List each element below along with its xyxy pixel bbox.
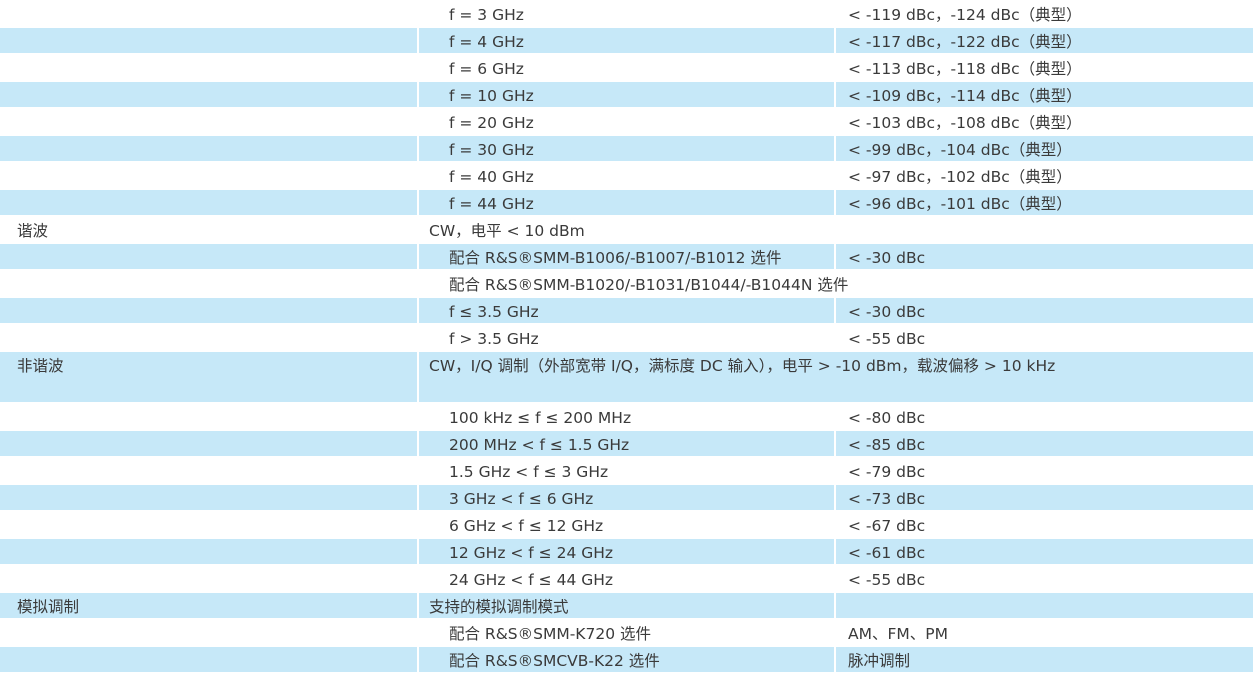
row-label [0,190,417,215]
row-value: < -30 dBc [836,298,1253,323]
row-value: < -80 dBc [848,409,926,427]
table-row: f = 6 GHz < -113 dBc，-118 dBc（典型） [0,55,1253,80]
row-parameter: 100 kHz ≤ f ≤ 200 MHz [449,409,632,427]
row-parameter: 配合 R&S®SMM-B1006/-B1007/-B1012 选件 [419,244,834,269]
table-row: 3 GHz < f ≤ 6 GHz < -73 dBc [0,485,1253,510]
table-row: 12 GHz < f ≤ 24 GHz < -61 dBc [0,539,1253,564]
row-parameter: f = 40 GHz [449,168,534,186]
row-value: < -61 dBc [836,539,1253,564]
row-label [0,566,417,591]
row-label [0,620,417,645]
row-value: < -30 dBc [836,244,1253,269]
row-value: < -96 dBc，-101 dBc（典型） [836,190,1253,215]
row-parameter: 6 GHz < f ≤ 12 GHz [449,517,604,535]
table-row: f ≤ 3.5 GHz < -30 dBc [0,298,1253,323]
row-value: < -73 dBc [836,485,1253,510]
row-label [0,458,417,483]
row-label [0,163,417,188]
row-parameter: f = 3 GHz [449,6,524,24]
table-row: 谐波 CW，电平 < 10 dBm [0,217,1253,242]
row-value: < -55 dBc [848,330,926,348]
table-row: 配合 R&S®SMM-B1020/-B1031/B1044/-B1044N 选件 [0,271,1253,296]
row-parameter: f = 44 GHz [419,190,834,215]
row-label [0,28,417,53]
table-row: 配合 R&S®SMM-B1006/-B1007/-B1012 选件 < -30 d… [0,244,1253,269]
row-label [0,1,417,26]
row-value: 脉冲调制 [836,647,1253,672]
row-value: < -85 dBc [836,431,1253,456]
table-row: 6 GHz < f ≤ 12 GHz < -67 dBc [0,512,1253,537]
table-row: f = 3 GHz < -119 dBc，-124 dBc（典型） [0,1,1253,26]
row-label [0,647,417,672]
row-parameter: 支持的模拟调制模式 [419,593,834,618]
table-row: f = 30 GHz < -99 dBc，-104 dBc（典型） [0,136,1253,161]
row-label [0,82,417,107]
row-value: < -79 dBc [848,463,926,481]
table-row: 200 MHz < f ≤ 1.5 GHz < -85 dBc [0,431,1253,456]
table-row: 24 GHz < f ≤ 44 GHz < -55 dBc [0,566,1253,591]
row-parameter: 12 GHz < f ≤ 24 GHz [419,539,834,564]
row-parameter: f = 4 GHz [419,28,834,53]
row-value: < -113 dBc，-118 dBc（典型） [848,60,1082,78]
row-parameter: 配合 R&S®SMM-B1020/-B1031/B1044/-B1044N 选件 [449,276,849,294]
table-row: f = 44 GHz < -96 dBc，-101 dBc（典型） [0,190,1253,215]
row-label [0,485,417,510]
row-label [0,325,417,350]
row-parameter: 配合 R&S®SMM-K720 选件 [449,625,651,643]
row-parameter: CW，电平 < 10 dBm [429,222,585,240]
row-label [0,55,417,80]
row-label: 模拟调制 [0,593,417,618]
row-value: < -67 dBc [848,517,926,535]
row-label [0,431,417,456]
row-value: < -103 dBc，-108 dBc（典型） [848,114,1082,132]
row-parameter: 24 GHz < f ≤ 44 GHz [449,571,614,589]
row-label [0,404,417,429]
row-label [0,271,417,296]
table-row: f = 20 GHz < -103 dBc，-108 dBc（典型） [0,109,1253,134]
row-label: 谐波 [17,222,49,240]
row-parameter: 200 MHz < f ≤ 1.5 GHz [419,431,834,456]
row-value: AM、FM、PM [848,625,948,643]
table-row: 100 kHz ≤ f ≤ 200 MHz < -80 dBc [0,404,1253,429]
row-value: < -117 dBc，-122 dBc（典型） [836,28,1253,53]
row-value: < -119 dBc，-124 dBc（典型） [848,6,1082,24]
row-parameter: f = 6 GHz [449,60,524,78]
row-parameter: f = 10 GHz [419,82,834,107]
row-label [0,136,417,161]
row-label [0,512,417,537]
table-row: 配合 R&S®SMM-K720 选件 AM、FM、PM [0,620,1253,645]
row-parameter: f > 3.5 GHz [449,330,539,348]
table-row: 配合 R&S®SMCVB-K22 选件 脉冲调制 [0,647,1253,672]
table-row: 模拟调制 支持的模拟调制模式 [0,593,1253,618]
row-parameter: f ≤ 3.5 GHz [419,298,834,323]
table-row: f > 3.5 GHz < -55 dBc [0,325,1253,350]
row-label [0,109,417,134]
row-parameter: CW，I/Q 调制（外部宽带 I/Q，满标度 DC 输入），电平 > -10 d… [419,352,1253,402]
row-parameter: f = 30 GHz [419,136,834,161]
row-parameter: f = 20 GHz [449,114,534,132]
row-label [0,298,417,323]
row-value: < -99 dBc，-104 dBc（典型） [836,136,1253,161]
table-row: f = 40 GHz < -97 dBc，-102 dBc（典型） [0,163,1253,188]
row-value: < -55 dBc [848,571,926,589]
row-parameter: 1.5 GHz < f ≤ 3 GHz [449,463,609,481]
table-row: 非谐波 CW，I/Q 调制（外部宽带 I/Q，满标度 DC 输入），电平 > -1… [0,352,1253,402]
row-value: < -97 dBc，-102 dBc（典型） [848,168,1072,186]
row-parameter: 配合 R&S®SMCVB-K22 选件 [419,647,834,672]
row-value: < -109 dBc，-114 dBc（典型） [836,82,1253,107]
row-value [836,593,1253,618]
table-row: f = 4 GHz < -117 dBc，-122 dBc（典型） [0,28,1253,53]
row-parameter: 3 GHz < f ≤ 6 GHz [419,485,834,510]
table-row: 1.5 GHz < f ≤ 3 GHz < -79 dBc [0,458,1253,483]
row-label [0,244,417,269]
row-label [0,539,417,564]
table-row: f = 10 GHz < -109 dBc，-114 dBc（典型） [0,82,1253,107]
row-label: 非谐波 [0,352,417,402]
